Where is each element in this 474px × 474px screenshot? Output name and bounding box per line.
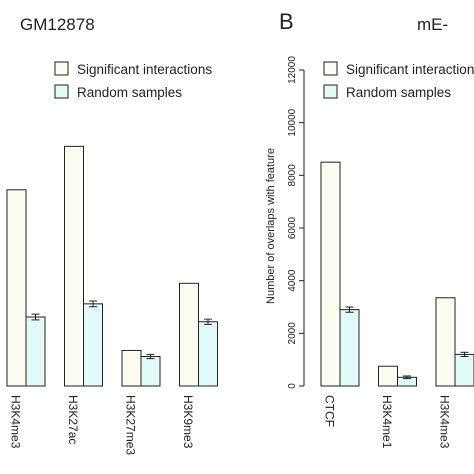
y-tick-label-6000: 6000 [287,216,298,239]
panel-a-bars [6,145,218,387]
tick-label-h3k4me1: H3K4me1 [380,395,394,449]
error-bar-h3k27me3 [146,353,155,360]
y-tick-label-0: 0 [287,383,298,389]
error-bar-h3k4me1 [403,375,411,380]
legend-label-significant: Significant interactions [77,62,212,77]
bar-significant-ctcf [320,161,341,387]
panel-b-letter: B [279,9,294,34]
error-bar-h3k4me3 [460,351,469,358]
panel-b-title: mE- [417,15,448,34]
error-bar-ctcf [345,306,354,313]
y-tick-label-2000: 2000 [287,322,298,345]
bar-significant-h3k9me3 [179,282,199,387]
y-tick-label-4000: 4000 [287,269,298,292]
error-bar-h3k4me3 [31,313,40,321]
legend-label-random: Random samples [77,85,182,100]
y-tick-label-8000: 8000 [287,164,298,187]
y-tick-label-10000: 10000 [287,108,298,136]
tick-label-h3k4me3: H3K4me3 [9,395,23,449]
bar-significant-h3k4me3 [435,297,456,387]
legend-label-random: Random samples [346,85,451,100]
bar-significant-h3k27me3 [121,349,142,387]
error-bar-h3k27ac [89,300,97,308]
bar-significant-h3k4me1 [378,365,398,387]
panel-b: B mE- Number of overlaps with feature 0 2… [265,9,474,449]
panel-a-tick-labels: H3K4me3 H3K27ac H3K27me3 H3K9me3 [9,395,196,455]
bar-random-h3k4me3 [454,353,474,387]
panel-a-title: GM12878 [20,15,95,34]
tick-label-h3k27me3: H3K27me3 [124,395,138,455]
y-tick-label-12000: 12000 [287,56,298,84]
bar-random-h3k4me3 [25,316,46,387]
bar-random-ctcf [339,309,360,387]
bar-random-h3k27ac [83,303,103,387]
panel-b-y-axis-label: Number of overlaps with feature [265,148,277,304]
tick-label-ctcf: CTCF [323,395,337,427]
bar-random-h3k27me3 [140,356,161,387]
panel-a: GM12878 Significant interactions Random s… [6,15,218,455]
legend-swatch-significant [54,61,69,76]
bar-significant-h3k4me3 [6,189,27,387]
panel-a-legend: Significant interactions Random samples [54,61,212,100]
panel-b-bars [320,161,474,387]
tick-label-h3k27ac: H3K27ac [66,395,80,444]
legend-swatch-significant [323,61,338,76]
tick-label-h3k9me3: H3K9me3 [181,395,195,449]
legend-label-significant: Significant interactions [346,62,474,77]
panel-b-legend: Significant interactions Random samples [323,61,474,100]
panel-b-y-axis: 0 2000 4000 6000 8000 10000 12000 [287,56,305,389]
bar-random-h3k9me3 [198,321,218,387]
error-bar-h3k9me3 [204,318,212,325]
legend-swatch-random [54,84,69,99]
tick-label-h3k4me3: H3K4me3 [438,395,452,449]
bar-significant-h3k27ac [64,145,84,387]
legend-swatch-random [323,84,338,99]
panel-b-tick-labels: CTCF H3K4me1 H3K4me3 [323,395,452,449]
